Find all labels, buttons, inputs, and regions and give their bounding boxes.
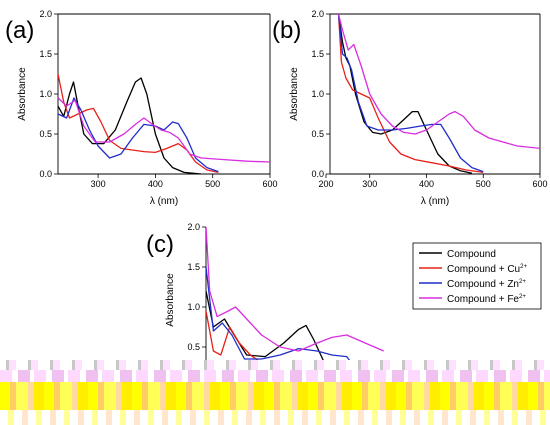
series-line-2 — [337, 14, 484, 173]
series-line-3 — [206, 227, 384, 352]
y-tick-label: 2.0 — [187, 222, 200, 232]
x-axis-title: λ (nm) — [150, 196, 178, 207]
x-tick-label: 500 — [476, 179, 491, 189]
legend-entry-compound: Compound — [419, 249, 496, 260]
x-tick-label: 600 — [262, 179, 277, 189]
noise-strip-bottom — [0, 410, 550, 425]
panel-a: 0.0 0.5 1.0 1.5 2.0 300 400 500 600 λ (nm) Absorba… — [5, 9, 278, 207]
series-group — [206, 227, 384, 372]
x-tick-label: 400 — [148, 179, 163, 189]
series-line-1 — [206, 310, 262, 364]
series-group — [337, 14, 540, 174]
y-tick-label: 0.0 — [311, 169, 324, 179]
series-line-3 — [337, 14, 540, 150]
y-tick-label: 1.0 — [311, 89, 324, 99]
x-tick-label: 200 — [318, 179, 333, 189]
legend-entry-cu: Compound + Cu2+ — [419, 264, 527, 275]
panel-b: 0.0 0.5 1.0 1.5 2.0 200 300 400 500 600 λ (nm) Abso… — [272, 9, 548, 207]
x-tick-label: 400 — [419, 179, 434, 189]
legend: Compound Compound + Cu2+ Compound + Zn2+… — [412, 242, 542, 310]
panel-label: (c) — [146, 231, 174, 258]
series-line-3 — [58, 97, 270, 163]
series-line-2 — [58, 97, 219, 173]
y-tick-label: 2.0 — [39, 9, 52, 19]
x-axis-title: λ (nm) — [421, 196, 449, 207]
legend-label-compound: Compound — [447, 249, 496, 260]
legend-label-cu: Compound + Cu2+ — [447, 264, 527, 275]
y-tick-label: 0.5 — [311, 129, 324, 139]
y-tick-label: 2.0 — [311, 9, 324, 19]
legend-entry-zn: Compound + Zn2+ — [419, 279, 526, 290]
x-tick-label: 300 — [362, 179, 377, 189]
y-tick-label: 1.0 — [39, 89, 52, 99]
x-tick-label: 600 — [532, 179, 547, 189]
legend-entry-fe: Compound + Fe2+ — [419, 294, 526, 305]
y-tick-label: 0.5 — [187, 342, 200, 352]
y-axis-title: Absorbance — [289, 67, 300, 121]
noise-strip-top — [0, 360, 550, 370]
panel-label: (a) — [5, 17, 34, 44]
panel-label: (b) — [272, 17, 301, 44]
y-tick-label: 1.5 — [311, 49, 324, 59]
y-tick-label: 0.0 — [39, 169, 52, 179]
y-axis-title: Absorbance — [165, 273, 176, 327]
y-tick-label: 1.5 — [187, 262, 200, 272]
series-line-0 — [58, 77, 202, 174]
series-line-0 — [337, 14, 473, 174]
corrupted-image-band — [0, 360, 550, 425]
series-group — [58, 73, 270, 174]
series-line-0 — [206, 290, 326, 364]
noise-strip-yellow — [0, 382, 550, 410]
y-tick-label: 1.5 — [39, 49, 52, 59]
series-line-2 — [206, 266, 359, 372]
x-tick-label: 300 — [91, 179, 106, 189]
legend-label-zn: Compound + Zn2+ — [447, 279, 526, 290]
legend-label-fe: Compound + Fe2+ — [447, 294, 526, 305]
noise-strip-pink — [0, 370, 550, 382]
series-line-1 — [337, 14, 484, 174]
y-tick-label: 1.0 — [187, 302, 200, 312]
y-tick-label: 0.5 — [39, 129, 52, 139]
x-tick-label: 500 — [205, 179, 220, 189]
y-axis-title: Absorbance — [17, 67, 28, 121]
